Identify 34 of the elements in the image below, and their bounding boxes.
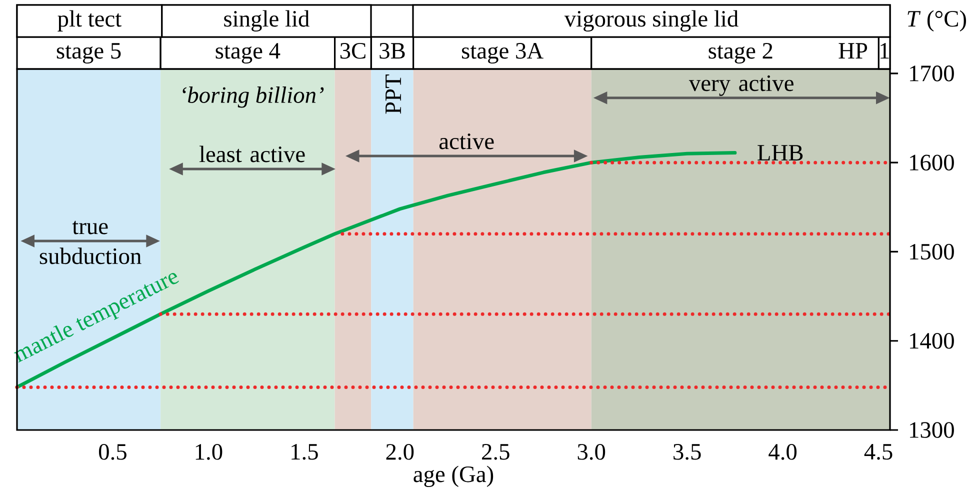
x-tick-label: 2.0 — [386, 444, 414, 460]
annotation: true subduction — [40, 220, 142, 264]
x-tick-label: 3.0 — [578, 444, 606, 460]
annotation: very active — [688, 75, 794, 96]
annotation: active — [439, 133, 494, 150]
text: plt tect — [58, 10, 122, 32]
band-label: stage 5 — [56, 43, 121, 64]
x-axis-title: age (Ga) — [414, 466, 494, 487]
y-axis-title: T (°C) — [908, 10, 966, 32]
band-label: stage 3A — [462, 42, 544, 64]
band-label: 3C — [340, 42, 366, 59]
x-tick-label: 1.0 — [196, 444, 222, 460]
x-tick-label: 4.5 — [864, 444, 892, 460]
band-label: stage 2 — [708, 42, 772, 64]
y-tick-label: 1700 — [910, 66, 954, 82]
annotation: least active — [199, 146, 305, 162]
text: HP — [838, 43, 868, 58]
y-tick-label: 1600 — [910, 154, 954, 170]
text: 1 — [880, 43, 889, 58]
annotation: PPT — [386, 74, 401, 114]
text: vigorous single lid — [564, 10, 738, 32]
band-label: 3B — [380, 42, 405, 59]
band-label: stage 4 — [216, 43, 280, 64]
y-tick-label: 1300 — [910, 422, 954, 438]
text: single lid — [224, 10, 310, 32]
annotation: LHB — [758, 145, 803, 160]
annotation: ‘boring billion’ — [182, 86, 324, 108]
y-tick-label: 1400 — [910, 332, 954, 349]
y-tick-label: 1500 — [910, 244, 954, 260]
x-tick-label: 4.0 — [768, 444, 797, 460]
x-tick-label: 2.5 — [482, 444, 510, 460]
x-tick-label: 0.5 — [98, 444, 126, 460]
x-tick-label: 1.5 — [292, 444, 318, 460]
x-tick-label: 3.5 — [674, 444, 701, 460]
